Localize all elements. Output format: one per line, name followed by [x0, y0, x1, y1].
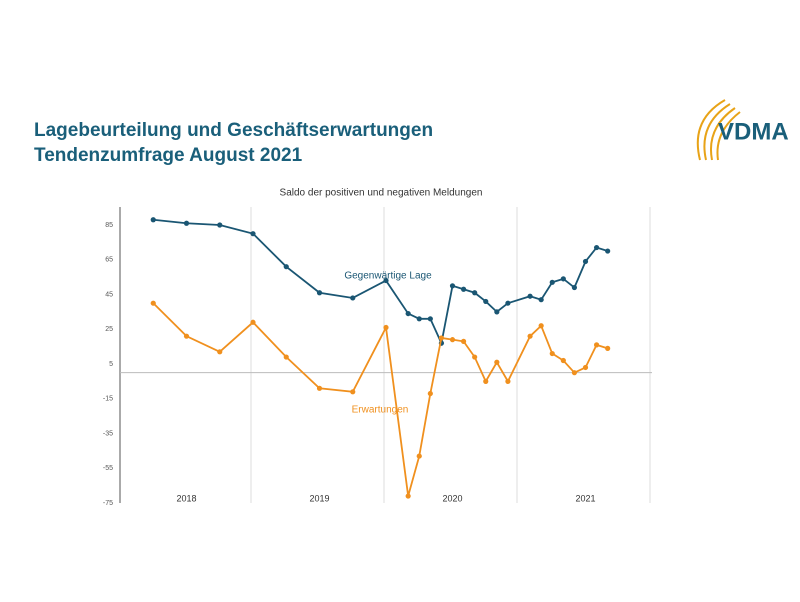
y-tick-label: 45 — [105, 291, 113, 298]
data-point — [527, 333, 533, 339]
data-point — [549, 350, 555, 357]
y-tick-label: -55 — [103, 465, 113, 472]
data-point — [283, 264, 289, 270]
data-point — [183, 333, 190, 339]
data-point — [150, 217, 156, 223]
data-point — [427, 316, 433, 322]
y-tick-label: -15 — [103, 396, 113, 403]
year-separators — [250, 207, 651, 503]
data-point — [250, 231, 256, 237]
x-tick-label: 2019 — [309, 493, 329, 503]
chart-title: Saldo der positiven und negativen Meldun… — [280, 188, 483, 199]
data-point — [405, 493, 411, 499]
data-point — [483, 378, 489, 384]
data-point — [217, 349, 223, 355]
data-point — [593, 342, 600, 348]
x-tick-label: 2020 — [442, 493, 462, 503]
data-point — [217, 222, 223, 228]
y-tick-label: -75 — [103, 500, 113, 507]
data-point — [416, 316, 422, 322]
data-point — [283, 354, 289, 360]
x-tick-label: 2021 — [575, 493, 595, 503]
data-point — [605, 345, 611, 351]
data-point — [605, 248, 611, 254]
slide-subtitle: Tendenzumfrage August 2021 — [34, 145, 303, 166]
x-tick-label: 2018 — [176, 493, 196, 503]
data-point — [316, 385, 323, 391]
data-point — [527, 293, 533, 299]
series-label: Gegenwärtige Lage — [344, 271, 432, 282]
data-point — [505, 300, 511, 306]
data-point — [350, 389, 356, 395]
data-point — [150, 300, 156, 306]
data-point — [383, 324, 389, 331]
data-point — [383, 277, 389, 284]
logo-text: VDMA — [718, 118, 789, 145]
data-point — [438, 335, 445, 341]
data-point — [538, 297, 544, 303]
data-point — [483, 298, 489, 305]
data-point — [494, 309, 500, 315]
slide-title: Lagebeurteilung und Geschäftserwartungen — [34, 120, 433, 141]
data-point — [549, 279, 555, 285]
data-point — [350, 295, 356, 301]
y-tick-label: -35 — [103, 430, 113, 437]
data-point — [505, 378, 511, 384]
data-point — [593, 244, 600, 251]
data-point — [460, 338, 467, 344]
data-point — [560, 357, 566, 364]
data-point — [472, 354, 478, 360]
data-point — [316, 290, 323, 296]
data-point — [571, 370, 578, 376]
data-point — [582, 258, 589, 265]
data-point — [582, 364, 589, 371]
series-line — [152, 302, 608, 497]
data-point — [472, 290, 478, 296]
data-point — [427, 390, 433, 397]
data-point — [449, 337, 456, 343]
data-point — [405, 310, 411, 317]
data-point — [571, 284, 578, 291]
data-point — [538, 323, 544, 329]
series-label: Erwartungen — [352, 405, 409, 416]
data-point — [416, 453, 422, 459]
data-point — [250, 319, 256, 325]
data-point — [183, 220, 190, 226]
logo-arcs — [696, 99, 741, 161]
y-tick-label: 85 — [105, 222, 113, 229]
data-point — [449, 283, 456, 289]
data-point — [460, 286, 467, 292]
y-tick-label: 5 — [109, 361, 113, 368]
data-point — [494, 359, 500, 365]
y-tick-label: 65 — [105, 257, 113, 264]
y-tick-label: 25 — [105, 326, 113, 333]
data-point — [560, 276, 566, 282]
